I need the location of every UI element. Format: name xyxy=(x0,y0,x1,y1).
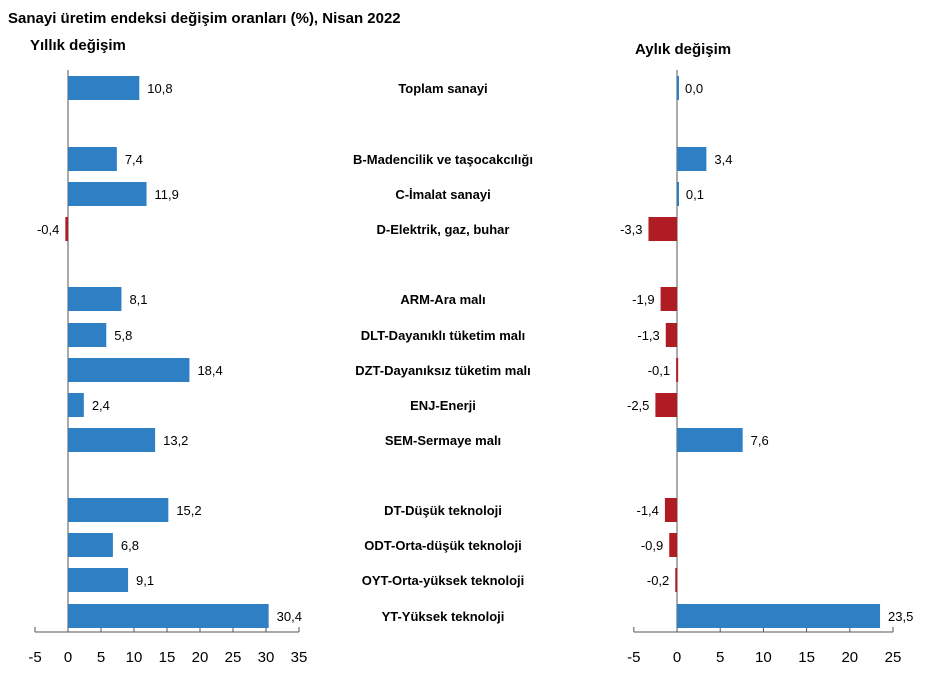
bar xyxy=(677,182,679,206)
data-label: 8,1 xyxy=(129,292,147,307)
data-label: -1,3 xyxy=(637,328,659,343)
category-label: C-İmalat sanayi xyxy=(395,187,490,202)
bar xyxy=(68,568,129,592)
x-tick-label: 20 xyxy=(192,649,209,666)
bar xyxy=(68,182,147,206)
bar xyxy=(68,147,117,171)
x-tick-label: 35 xyxy=(291,649,308,666)
bar xyxy=(68,358,190,382)
bar xyxy=(68,323,107,347)
category-label: SEM-Sermaye malı xyxy=(385,433,501,448)
bar xyxy=(660,287,677,311)
bar xyxy=(648,217,677,241)
data-label: 2,4 xyxy=(92,398,110,413)
x-tick-label: 25 xyxy=(885,649,902,666)
panel-subtitle: Aylık değişim xyxy=(635,41,731,58)
x-tick-label: 5 xyxy=(716,649,724,666)
x-tick-label: 10 xyxy=(126,649,143,666)
category-label: ENJ-Enerji xyxy=(410,398,476,413)
x-tick-label: 20 xyxy=(841,649,858,666)
data-label: -0,9 xyxy=(641,538,663,553)
bar xyxy=(65,217,68,241)
data-label: 23,5 xyxy=(888,609,913,624)
bar xyxy=(68,393,84,417)
bar xyxy=(677,76,679,100)
bar xyxy=(675,568,678,592)
category-label: Toplam sanayi xyxy=(398,81,487,96)
data-label: -1,4 xyxy=(636,503,658,518)
x-tick-label: 25 xyxy=(225,649,242,666)
panel-subtitle: Yıllık değişim xyxy=(30,37,126,54)
data-label: 5,8 xyxy=(114,328,132,343)
data-label: 10,8 xyxy=(147,81,172,96)
bar xyxy=(68,428,156,452)
data-label: 15,2 xyxy=(176,503,201,518)
data-label: 0,0 xyxy=(685,81,703,96)
bar xyxy=(664,498,677,522)
category-label: ARM-Ara malı xyxy=(400,292,485,307)
category-label: DZT-Dayanıksız tüketim malı xyxy=(355,363,531,378)
data-label: 30,4 xyxy=(277,609,302,624)
x-tick-label: 0 xyxy=(673,649,681,666)
data-label: 3,4 xyxy=(714,152,732,167)
category-label: ODT-Orta-düşük teknoloji xyxy=(364,538,521,553)
data-label: 13,2 xyxy=(163,433,188,448)
category-label: D-Elektrik, gaz, buhar xyxy=(377,222,510,237)
bar xyxy=(68,498,169,522)
data-label: 7,6 xyxy=(751,433,769,448)
x-tick-label: 15 xyxy=(798,649,815,666)
data-label: 0,1 xyxy=(686,187,704,202)
data-label: -1,9 xyxy=(632,292,654,307)
bar xyxy=(677,147,707,171)
x-tick-label: 15 xyxy=(159,649,176,666)
bar xyxy=(68,604,269,628)
bar xyxy=(68,76,140,100)
x-tick-label: -5 xyxy=(627,649,640,666)
x-tick-label: -5 xyxy=(28,649,41,666)
bar xyxy=(677,604,881,628)
bar xyxy=(68,287,122,311)
x-tick-label: 30 xyxy=(258,649,275,666)
category-label: DT-Düşük teknoloji xyxy=(384,503,502,518)
bar xyxy=(68,533,113,557)
data-label: 9,1 xyxy=(136,573,154,588)
category-label: B-Madencilik ve taşocakcılığı xyxy=(353,152,533,167)
x-tick-label: 5 xyxy=(97,649,105,666)
x-tick-label: 0 xyxy=(64,649,72,666)
category-label: YT-Yüksek teknoloji xyxy=(382,609,505,624)
data-label: -3,3 xyxy=(620,222,642,237)
bar xyxy=(665,323,677,347)
data-label: 18,4 xyxy=(197,363,222,378)
data-label: -2,5 xyxy=(627,398,649,413)
data-label: -0,4 xyxy=(37,222,59,237)
data-label: -0,2 xyxy=(647,573,669,588)
data-label: 6,8 xyxy=(121,538,139,553)
bar xyxy=(676,358,679,382)
data-label: 7,4 xyxy=(125,152,143,167)
data-label: 11,9 xyxy=(155,187,179,202)
data-label: -0,1 xyxy=(648,363,670,378)
chart-title: Sanayi üretim endeksi değişim oranları (… xyxy=(8,10,401,27)
category-label: DLT-Dayanıklı tüketim malı xyxy=(361,328,525,343)
x-tick-label: 10 xyxy=(755,649,772,666)
bar xyxy=(655,393,677,417)
bar xyxy=(669,533,677,557)
bar xyxy=(677,428,743,452)
category-label: OYT-Orta-yüksek teknoloji xyxy=(362,573,525,588)
